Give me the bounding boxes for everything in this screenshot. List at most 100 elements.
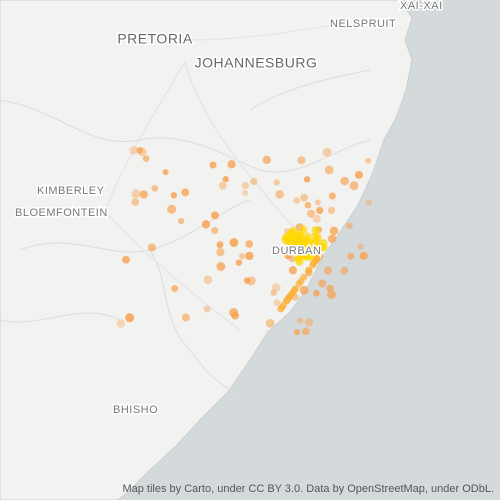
point [177, 217, 185, 225]
point [288, 255, 296, 263]
point [340, 266, 349, 275]
point [142, 155, 150, 162]
point [167, 204, 177, 214]
point [181, 313, 190, 322]
point [286, 229, 295, 238]
point [311, 225, 320, 234]
point [129, 145, 138, 155]
point [162, 169, 169, 176]
point [231, 311, 240, 320]
point [262, 155, 271, 165]
point [229, 238, 239, 247]
point [218, 181, 227, 190]
point [171, 285, 179, 293]
city-label: JOHANNESBURG [195, 55, 318, 71]
point [216, 241, 224, 249]
point [313, 289, 320, 297]
point [245, 240, 254, 248]
roads [104, 23, 341, 331]
point [327, 234, 337, 243]
point [328, 192, 336, 200]
point [147, 243, 156, 252]
point [211, 211, 220, 220]
point [291, 286, 299, 294]
point [347, 252, 355, 260]
city-label: BLOEMFONTEIN [15, 207, 108, 219]
point [299, 285, 309, 295]
land [0, 0, 413, 500]
point [306, 209, 316, 218]
point [131, 198, 140, 206]
city-label: KIMBERLEY [37, 185, 105, 197]
point [139, 190, 148, 199]
point [323, 266, 333, 275]
point [319, 243, 328, 252]
point [349, 181, 359, 191]
point [275, 189, 285, 199]
point [250, 177, 258, 186]
point [296, 317, 304, 324]
point [131, 189, 141, 199]
city-label: NELSPRUIT [330, 18, 396, 30]
point [181, 188, 190, 197]
point [365, 157, 372, 164]
point [301, 240, 310, 249]
point [273, 299, 281, 306]
point [354, 170, 363, 179]
point [216, 248, 225, 257]
point [270, 289, 278, 296]
city-label: PRETORIA [117, 31, 192, 47]
point [122, 255, 131, 264]
point [316, 206, 324, 215]
point [295, 280, 303, 288]
point [327, 206, 336, 215]
point [296, 251, 305, 260]
point [245, 251, 254, 261]
point [314, 199, 321, 206]
point [310, 260, 318, 268]
point [222, 176, 229, 183]
city-label: DURBAN [272, 245, 321, 257]
point [346, 222, 353, 230]
point [216, 262, 226, 271]
point [310, 238, 319, 247]
point [293, 197, 300, 204]
point [326, 290, 336, 299]
point [273, 179, 280, 186]
point [211, 227, 219, 235]
point [241, 181, 250, 190]
point [285, 293, 293, 301]
point [312, 214, 321, 223]
point [340, 176, 349, 186]
point [203, 275, 213, 285]
point [303, 176, 311, 183]
point [227, 160, 236, 169]
point [318, 279, 327, 288]
point [277, 305, 285, 313]
point [322, 147, 332, 157]
point [125, 313, 135, 323]
point [304, 267, 312, 275]
point [359, 251, 368, 260]
point [265, 318, 275, 328]
point [365, 199, 373, 206]
point [300, 273, 308, 281]
point [137, 147, 147, 157]
point [209, 161, 217, 169]
point [300, 193, 309, 202]
point [238, 253, 246, 260]
point [136, 146, 144, 154]
point [302, 327, 310, 336]
point [357, 243, 364, 250]
city-label: BHISHO [113, 404, 158, 416]
attribution: Map tiles by Carto, under CC BY 3.0. Dat… [122, 483, 494, 495]
city-label: XAI-XAI [400, 0, 443, 12]
points [116, 145, 373, 336]
point [324, 165, 334, 175]
point [241, 190, 249, 197]
point [243, 277, 251, 284]
point [203, 305, 211, 313]
point [170, 192, 177, 199]
